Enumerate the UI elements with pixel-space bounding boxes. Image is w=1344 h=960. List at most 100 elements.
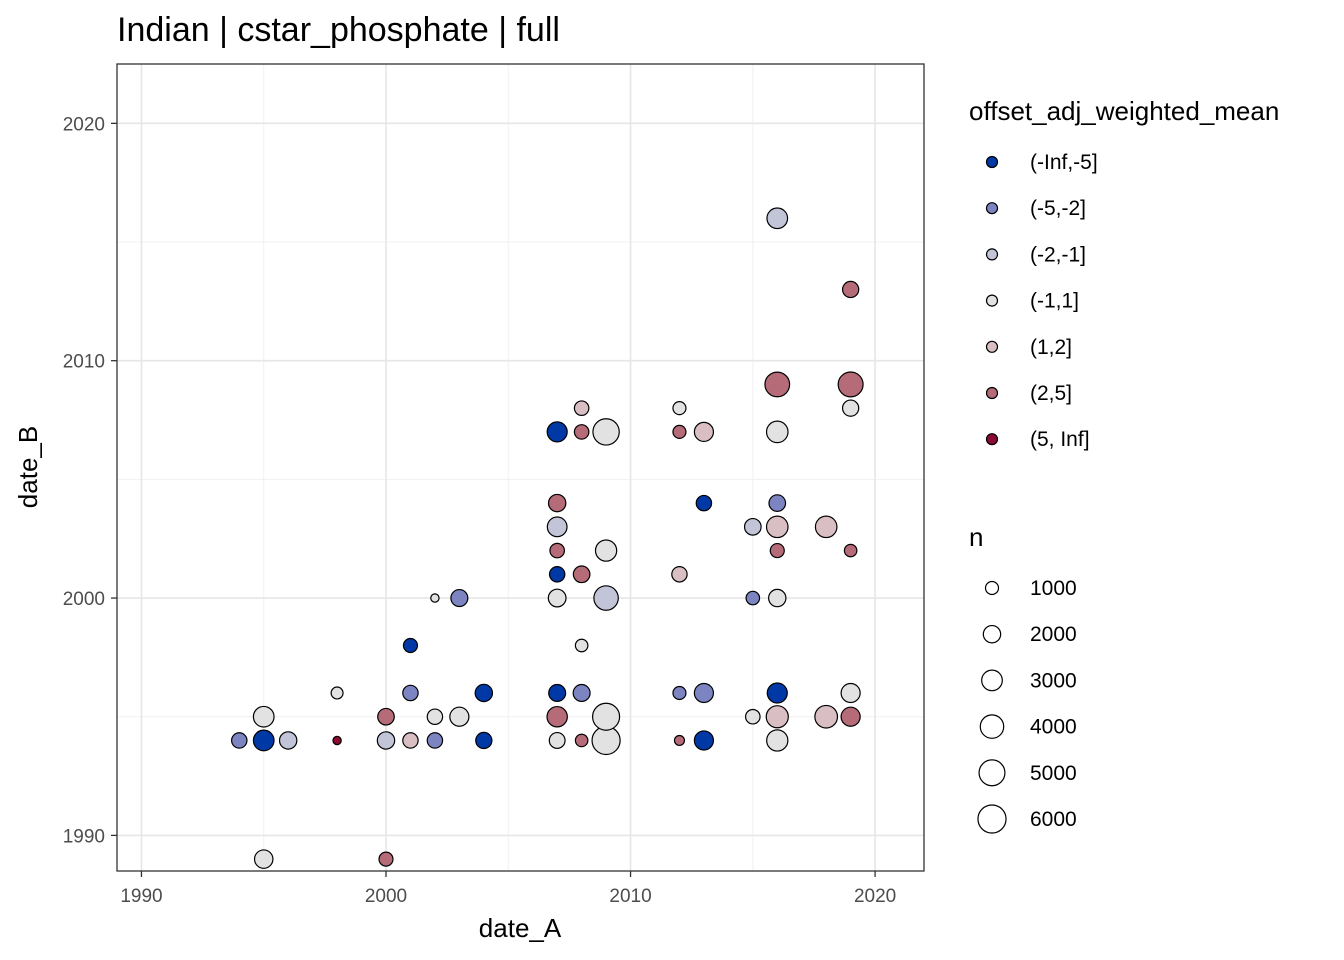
legend-color-label: (-2,-1] <box>1030 243 1086 266</box>
x-axis-title: date_A <box>479 913 562 943</box>
data-point <box>574 733 589 748</box>
data-point <box>594 539 618 562</box>
legend-size-label: 3000 <box>1030 669 1077 692</box>
data-point <box>402 732 419 749</box>
legend-color-label: (-Inf,-5] <box>1030 151 1098 174</box>
data-point <box>574 638 589 653</box>
data-point <box>253 849 274 869</box>
data-point <box>231 732 248 749</box>
legend-color-label: (1,2] <box>1030 336 1072 359</box>
color-legend-title: offset_adj_weighted_mean <box>969 96 1279 126</box>
x-tick-label: 2020 <box>854 886 896 907</box>
data-point <box>252 705 275 728</box>
data-point <box>837 371 864 398</box>
data-point <box>330 686 344 700</box>
data-point <box>549 542 566 559</box>
data-point <box>449 706 470 727</box>
data-point <box>547 493 567 513</box>
data-point <box>764 371 791 398</box>
data-point <box>766 207 789 230</box>
data-point <box>426 708 444 725</box>
data-point <box>548 731 566 749</box>
data-point <box>672 401 687 416</box>
legend-color-key <box>985 202 999 215</box>
data-point <box>814 515 838 539</box>
legend-size-key <box>982 624 1002 644</box>
data-point <box>546 516 568 538</box>
legend-color-key <box>985 294 999 307</box>
x-tick-label: 2010 <box>609 886 651 907</box>
y-tick-label: 1990 <box>63 826 105 847</box>
legend-color-key <box>985 386 999 400</box>
y-tick-label: 2020 <box>63 114 105 135</box>
legend-color-key <box>985 340 999 353</box>
data-point <box>766 682 788 704</box>
data-point <box>814 704 839 729</box>
data-point <box>743 517 762 536</box>
data-point <box>744 708 761 725</box>
legend-size-key <box>977 804 1007 834</box>
legend-size-label: 2000 <box>1030 623 1077 646</box>
data-point <box>332 735 342 746</box>
data-point <box>377 707 395 726</box>
data-point <box>402 637 419 654</box>
major-gridlines <box>117 64 924 871</box>
size-legend-title: n <box>969 522 983 552</box>
y-axis-title: date_B <box>13 426 43 508</box>
size-legend: n 1000 2000 3000 4000 5000 6000 <box>969 522 1077 834</box>
data-point <box>841 280 860 299</box>
legend-size-label: 4000 <box>1030 716 1077 739</box>
data-point <box>475 731 493 750</box>
data-point <box>693 421 715 443</box>
data-point <box>591 702 621 731</box>
data-point <box>672 685 687 701</box>
data-point <box>278 731 298 750</box>
legend-color-key <box>985 433 999 446</box>
data-point <box>768 588 787 608</box>
data-point <box>546 421 568 443</box>
legend-color-label: (-1,1] <box>1030 290 1079 313</box>
legend-color-label: (5, Inf] <box>1030 428 1090 451</box>
data-point <box>693 730 715 751</box>
data-point <box>766 729 789 752</box>
y-tick-label: 2010 <box>63 352 105 373</box>
data-point <box>573 400 590 416</box>
data-point <box>548 566 566 583</box>
data-point <box>671 566 688 583</box>
x-axis: 1990 2000 2010 2020 <box>120 871 896 907</box>
legend-color-label: (2,5] <box>1030 382 1072 405</box>
data-point <box>378 851 394 867</box>
legend-color-key <box>985 155 999 169</box>
legend-size-label: 5000 <box>1030 762 1077 785</box>
data-point <box>548 683 567 703</box>
data-point <box>769 542 785 559</box>
legend-size-label: 1000 <box>1030 577 1077 600</box>
data-point <box>695 494 713 512</box>
data-point <box>840 706 861 727</box>
legend-color-label: (-5,-2] <box>1030 197 1086 220</box>
data-point <box>843 543 858 558</box>
x-tick-label: 2000 <box>365 886 407 907</box>
data-point <box>765 515 789 539</box>
data-point <box>572 565 591 584</box>
chart-title: Indian | cstar_phosphate | full <box>117 11 560 49</box>
legend-size-label: 6000 <box>1030 808 1077 831</box>
data-point <box>376 731 396 750</box>
data-point <box>841 399 860 417</box>
x-tick-label: 1990 <box>120 886 162 907</box>
data-point <box>768 494 787 512</box>
data-point <box>252 729 275 752</box>
plot-panel <box>116 63 925 872</box>
legend-size-key <box>978 759 1006 787</box>
data-point <box>426 732 444 749</box>
data-point <box>672 424 687 439</box>
data-point <box>450 588 469 608</box>
data-point <box>693 682 715 704</box>
legend-size-key <box>984 580 1000 596</box>
data-point <box>402 684 419 702</box>
data-point <box>673 734 686 747</box>
data-point <box>546 705 568 728</box>
data-point <box>593 585 619 611</box>
legend-size-key <box>981 669 1003 692</box>
